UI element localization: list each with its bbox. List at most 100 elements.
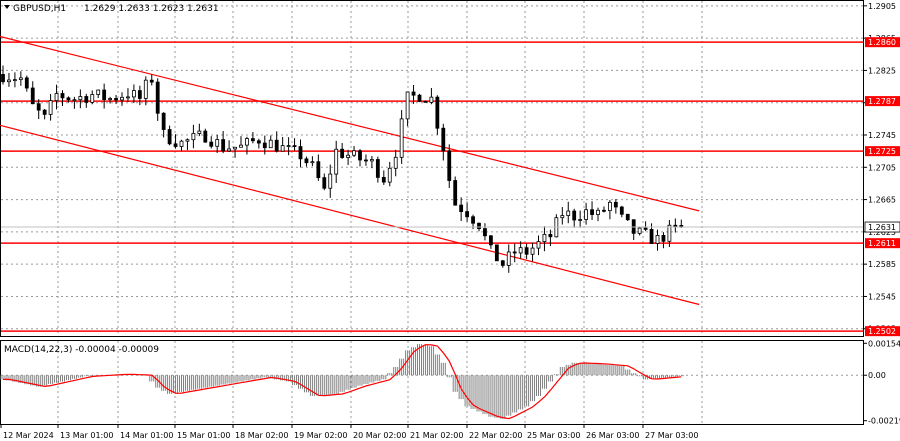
macd-tick-label: 0.00: [868, 371, 886, 380]
candle-body: [334, 148, 339, 175]
candle-body: [596, 209, 600, 215]
time-label: 25 Mar 03:00: [527, 431, 580, 440]
candle-body: [494, 244, 499, 262]
candle-body: [613, 201, 618, 208]
candle-body: [239, 144, 243, 148]
candle-body: [126, 96, 130, 99]
candle-body: [328, 173, 333, 189]
candle-body: [96, 89, 101, 95]
candle-body: [369, 159, 374, 162]
candle-body: [453, 180, 458, 206]
candle-body: [36, 103, 41, 111]
candle-body: [161, 112, 166, 130]
symbol-label: GBPUSD,H1: [13, 4, 66, 14]
candle-body: [268, 139, 273, 149]
candle-body: [393, 156, 398, 169]
macd-tick-label: -0.00219: [868, 417, 900, 426]
candle-body: [340, 148, 345, 158]
candle-body: [54, 93, 59, 101]
candle-body: [417, 94, 422, 102]
candle-body: [310, 161, 315, 164]
candle-body: [352, 150, 356, 156]
macd-tick-label: 0.00154: [868, 339, 900, 348]
candle-body: [477, 222, 481, 229]
candle-body: [536, 241, 541, 249]
candle-body: [215, 139, 220, 147]
candle-body: [375, 159, 380, 178]
candle-body: [286, 145, 291, 147]
time-label: 22 Mar 02:00: [469, 431, 522, 440]
candle-body: [66, 97, 71, 101]
candle-body: [316, 161, 321, 179]
time-label: 14 Mar 01:00: [120, 431, 173, 440]
candle-body: [435, 96, 440, 129]
candle-body: [560, 215, 565, 219]
time-axis: 12 Mar 2024 13 Mar 01:00 14 Mar 01:00 15 Ma…: [0, 424, 698, 440]
candle-body: [655, 235, 660, 244]
candle-body: [411, 91, 416, 96]
price-tick-label: 1.2745: [868, 131, 896, 140]
candle-body: [619, 206, 624, 215]
candle-body: [72, 99, 77, 102]
candle-body: [203, 130, 208, 143]
candle-body: [572, 210, 577, 221]
candle-body: [108, 98, 112, 100]
candle-body: [381, 177, 386, 183]
price-pane-frame: [0, 0, 864, 337]
level-tag-label: 1.2502: [868, 327, 896, 336]
current-price-tag: [864, 221, 900, 233]
candle-body: [590, 209, 594, 215]
candle-body: [447, 150, 452, 181]
candle-body: [250, 138, 255, 142]
collapse-triangle-icon[interactable]: [4, 5, 10, 9]
candle-body: [471, 216, 475, 224]
candle-body: [530, 247, 535, 255]
candle-body: [518, 247, 523, 254]
candle-body: [524, 247, 529, 255]
candle-body: [405, 91, 410, 120]
candle-body: [18, 77, 23, 81]
candle-body: [262, 142, 267, 149]
time-label: 18 Mar 02:00: [235, 431, 288, 440]
candle-body: [399, 118, 404, 158]
candle-body: [429, 96, 434, 103]
time-label: 26 Mar 03:00: [586, 431, 639, 440]
candle-body: [584, 209, 588, 220]
candle-body: [292, 145, 297, 147]
candle-body: [500, 260, 505, 266]
candle-body: [197, 130, 202, 134]
candle-body: [191, 133, 196, 141]
channel-line[interactable]: [0, 35, 700, 212]
candle-body: [12, 79, 17, 82]
candle-body: [209, 141, 214, 147]
level-tag-label: 1.2611: [868, 239, 896, 248]
time-label: 20 Mar 02:00: [353, 431, 406, 440]
candle-body: [608, 201, 612, 212]
candle-body: [137, 90, 142, 99]
price-tick-label: 1.2905: [868, 2, 896, 11]
candle-body: [578, 219, 583, 221]
candle-body: [149, 79, 154, 83]
candle-body: [131, 90, 136, 98]
candle-body: [233, 146, 237, 150]
candle-body: [78, 96, 83, 101]
candle-body: [7, 79, 11, 83]
time-label: 13 Mar 01:00: [60, 431, 113, 440]
price-tick-label: 1.2705: [868, 163, 896, 172]
candle-body: [120, 96, 124, 101]
level-tag: [865, 146, 900, 157]
price-tick-label: 1.2825: [868, 66, 896, 75]
candle-body: [42, 109, 47, 115]
candle-body: [245, 138, 249, 146]
candle-body: [173, 143, 178, 147]
candle-body: [643, 227, 648, 230]
candle-body: [155, 81, 160, 114]
channel-line[interactable]: [0, 124, 700, 306]
candle-body: [459, 204, 464, 212]
time-label: 21 Mar 02:00: [410, 431, 463, 440]
candle-body: [256, 140, 261, 144]
candle-body: [48, 100, 53, 115]
candle-body: [661, 235, 666, 242]
level-tag: [865, 96, 900, 107]
